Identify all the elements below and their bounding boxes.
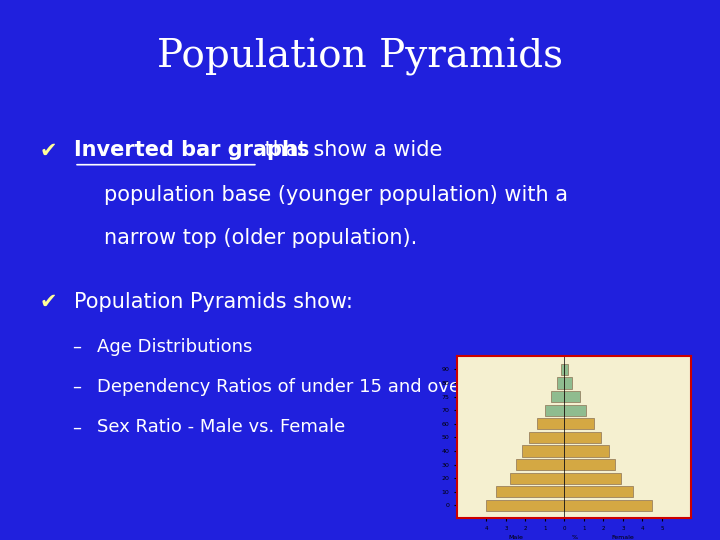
Bar — [564, 418, 594, 429]
Bar — [564, 486, 633, 497]
Text: Age Distributions: Age Distributions — [97, 338, 253, 355]
Text: Inverted bar graphs: Inverted bar graphs — [74, 140, 310, 160]
Text: narrow top (older population).: narrow top (older population). — [104, 228, 418, 248]
Bar — [564, 364, 568, 375]
Text: Population Pyramids show:: Population Pyramids show: — [74, 292, 353, 312]
Text: ✔: ✔ — [40, 292, 57, 312]
Bar — [537, 418, 564, 429]
Bar — [545, 404, 564, 416]
Bar — [551, 391, 564, 402]
Bar — [564, 377, 572, 389]
Bar — [564, 432, 601, 443]
Text: –: – — [72, 378, 81, 396]
Text: Dependency Ratios of under 15 and over 65: Dependency Ratios of under 15 and over 6… — [97, 378, 497, 396]
Text: Sex Ratio - Male vs. Female: Sex Ratio - Male vs. Female — [97, 418, 346, 436]
Bar — [496, 486, 564, 497]
Bar — [564, 472, 621, 484]
Text: population base (younger population) with a: population base (younger population) wit… — [104, 185, 568, 205]
Bar — [521, 446, 564, 457]
Bar — [516, 459, 564, 470]
Bar — [529, 432, 564, 443]
Bar — [561, 364, 564, 375]
Text: –: – — [72, 338, 81, 355]
Text: Population Pyramids: Population Pyramids — [157, 38, 563, 76]
Bar — [564, 391, 580, 402]
Bar — [564, 404, 586, 416]
Text: %: % — [571, 535, 577, 540]
Text: ✔: ✔ — [40, 140, 57, 160]
Bar — [557, 377, 564, 389]
Bar — [487, 500, 564, 511]
Bar — [564, 446, 609, 457]
Text: Female: Female — [611, 535, 634, 540]
Bar — [510, 472, 564, 484]
Text: –: – — [72, 418, 81, 436]
Text: that show a wide: that show a wide — [258, 140, 442, 160]
Text: Male: Male — [508, 535, 523, 540]
Bar — [564, 500, 652, 511]
Bar — [564, 459, 615, 470]
